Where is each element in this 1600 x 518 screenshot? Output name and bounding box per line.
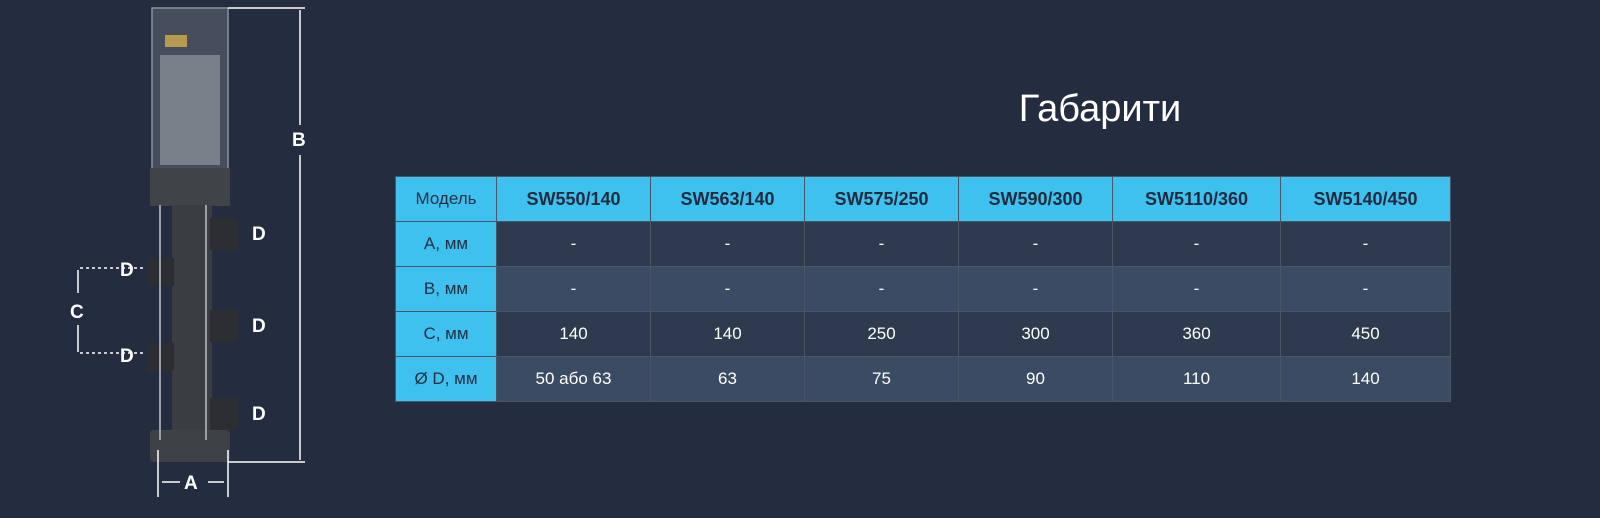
dimension-d-label: D bbox=[252, 404, 266, 425]
table-cell: 140 bbox=[650, 311, 805, 357]
table-cell: 450 bbox=[1280, 311, 1451, 357]
model-header: SW550/140 bbox=[496, 176, 651, 222]
table-cell: 90 bbox=[958, 356, 1113, 402]
table-cell: 75 bbox=[804, 356, 959, 402]
dimension-c-label: C bbox=[70, 302, 84, 323]
model-header: SW5140/450 bbox=[1280, 176, 1451, 222]
table-cell: 110 bbox=[1112, 356, 1281, 402]
table-cell: - bbox=[1280, 221, 1451, 267]
dimension-d-label: D bbox=[252, 316, 266, 337]
table-cell: - bbox=[496, 266, 651, 312]
row-label: B, мм bbox=[395, 266, 497, 312]
table-row: C, мм 140 140 250 300 360 450 bbox=[395, 311, 1451, 357]
table-cell: - bbox=[1112, 266, 1281, 312]
table-row: A, мм - - - - - - bbox=[395, 221, 1451, 267]
dimension-lines bbox=[77, 7, 305, 497]
table-cell: 250 bbox=[804, 311, 959, 357]
table-cell: - bbox=[958, 221, 1113, 267]
valve-illustration bbox=[148, 7, 238, 462]
table-cell: 140 bbox=[496, 311, 651, 357]
dimension-d-label: D bbox=[120, 260, 134, 281]
table-cell: - bbox=[650, 266, 805, 312]
table-header-row: Модель SW550/140 SW563/140 SW575/250 SW5… bbox=[395, 176, 1451, 222]
table-cell: - bbox=[1112, 221, 1281, 267]
dimension-d-label: D bbox=[252, 224, 266, 245]
table-row: Ø D, мм 50 або 63 63 75 90 110 140 bbox=[395, 356, 1451, 402]
dimension-b-label: B bbox=[292, 130, 306, 151]
table-cell: - bbox=[496, 221, 651, 267]
model-header: SW575/250 bbox=[804, 176, 959, 222]
row-label: A, мм bbox=[395, 221, 497, 267]
model-header: SW5110/360 bbox=[1112, 176, 1281, 222]
table-cell: - bbox=[958, 266, 1113, 312]
dimension-d-label: D bbox=[120, 346, 134, 367]
table-cell: 140 bbox=[1280, 356, 1451, 402]
header-label: Модель bbox=[395, 176, 497, 222]
row-label: Ø D, мм bbox=[395, 356, 497, 402]
dimension-a-label: A bbox=[184, 473, 198, 494]
table-cell: - bbox=[804, 221, 959, 267]
row-label: C, мм bbox=[395, 311, 497, 357]
model-header: SW563/140 bbox=[650, 176, 805, 222]
valve-dimension-diagram: B A C D D D D D bbox=[70, 7, 306, 497]
table-cell: 300 bbox=[958, 311, 1113, 357]
table-cell: 63 bbox=[650, 356, 805, 402]
table-cell: - bbox=[650, 221, 805, 267]
table-cell: - bbox=[804, 266, 959, 312]
page-title: Габарити bbox=[1018, 88, 1182, 130]
table-row: B, мм - - - - - - bbox=[395, 266, 1451, 312]
table-cell: 50 або 63 bbox=[496, 356, 651, 402]
dimensions-table: Модель SW550/140 SW563/140 SW575/250 SW5… bbox=[395, 176, 1451, 402]
model-header: SW590/300 bbox=[958, 176, 1113, 222]
table-cell: - bbox=[1280, 266, 1451, 312]
table-cell: 360 bbox=[1112, 311, 1281, 357]
